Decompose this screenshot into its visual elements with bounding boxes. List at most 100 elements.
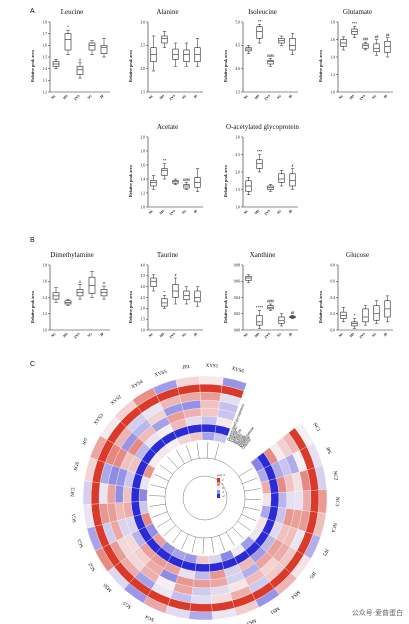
dendrogram-branch [225, 531, 235, 546]
group-label: MS [254, 332, 261, 339]
dendrogram-branch [163, 524, 176, 537]
y-tick-label: 1.2 [141, 191, 146, 195]
heatmap-cell [98, 482, 109, 504]
sample-label: XYS6 [231, 367, 245, 375]
box [172, 48, 179, 60]
y-tick-label: 1.5 [236, 188, 241, 192]
sample-label: SG1 [72, 513, 78, 523]
group-label: SG [276, 209, 282, 215]
box [267, 59, 274, 65]
significance-mark: # [103, 282, 105, 286]
box [245, 276, 252, 281]
group-label: SG [181, 332, 187, 338]
significance-mark: * [67, 26, 69, 30]
panel-label-b: B [30, 237, 35, 244]
sample-label: XYS5 [154, 369, 168, 378]
metabolite-label: Taurine [235, 433, 245, 445]
chart-title: Alanine [156, 8, 179, 16]
sample-label: JP6 [324, 447, 331, 456]
y-tick-label: 1.4 [43, 296, 48, 300]
boxplot-alanine: Alanine Relative peak area 1.5 2.0 2.5 3.0 NC M… [128, 8, 207, 116]
group-label: XYS [169, 209, 177, 217]
heatmap-cell [130, 487, 140, 503]
significance-mark: ## [386, 33, 390, 37]
boxplot-svg: 1.0 1.5 2.0 2.5 3.0 NC *** MS XYS SG # JP [236, 135, 298, 217]
boxplot-svg: 1.0 1.2 1.4 1.6 1.8 2.0 NC ** MS XYS #### SG JP [141, 135, 203, 217]
dendrogram-ring [182, 475, 228, 521]
y-tick-label: 3.0 [141, 20, 146, 24]
significance-mark: ## [291, 311, 295, 315]
significance-mark: ## [375, 35, 379, 39]
y-tick-label: 2.5 [141, 296, 146, 300]
boxplot-leucine: Leucine Relative peak area 1.2 1.3 1.4 1.5 1.6… [30, 8, 114, 116]
group-label: SG [371, 94, 377, 100]
boxplot-glutamate: Glutamate Relative peak area 1.0 1.2 1.4 1.6 1… [318, 8, 397, 116]
dendrogram-branch [191, 536, 196, 553]
panel-label-c: C [30, 361, 36, 368]
sample-label: SG5 [122, 599, 133, 609]
legend-tick: -1 [222, 490, 225, 494]
dendrogram-branch [152, 511, 168, 518]
dendrogram-branch [237, 521, 251, 531]
group-label: JP [99, 94, 105, 100]
group-label: SG [87, 332, 93, 338]
group-label: NC [50, 93, 57, 100]
metabolite-label: Xanthine [240, 435, 252, 449]
heatmap-cell [294, 490, 304, 511]
heatmap-cell [199, 391, 222, 402]
y-tick-label: 2.0 [236, 170, 241, 174]
chart-title: Glutamate [342, 8, 373, 16]
y-tick-label: 1.0 [236, 205, 241, 209]
group-label: NC [243, 93, 250, 100]
y-tick-label: 2.0 [141, 135, 146, 139]
boxplot-o-acetylated-glycoprotein: O-acetylated glycoprotein Relative peak a… [223, 123, 302, 231]
box [373, 43, 380, 53]
heatmap-cell [201, 431, 216, 441]
group-label: NC [338, 331, 345, 338]
sample-label: SG6 [74, 461, 81, 471]
group-label: SG [181, 209, 187, 215]
heatmap-cell [188, 610, 213, 621]
boxplot-svg: 1.2 1.3 1.4 1.5 1.6 1.7 1.8 NC * MS # XYS SG JP [43, 20, 110, 102]
chart-title: Dimethylamine [50, 251, 94, 259]
boxplot-svg: 3.5 4.0 4.5 5.0 NC ** MS #### XYS SG JP [236, 20, 298, 102]
y-tick-label: 0.04 [234, 296, 240, 300]
dendrogram-branch [232, 527, 244, 539]
heatmap-cell [201, 423, 217, 433]
group-label: MS [159, 332, 166, 339]
y-tick-label: 1.6 [141, 163, 146, 167]
y-tick-label: 1.2 [331, 73, 336, 77]
y-tick-label: 0.4 [331, 296, 336, 300]
y-tick-label: 0.00 [234, 328, 240, 332]
box [278, 173, 285, 183]
y-tick-label: 4.5 [236, 44, 241, 48]
y-tick-label: 1.0 [141, 328, 146, 332]
boxplot-xanthine: Xanthine Relative peak area 0.00 0.02 0.04 0.… [223, 251, 302, 354]
sample-label: JP5 [308, 570, 317, 579]
circular-heatmap: NC1JP6NC2NC3NC4JP3JP5MS4MS1MS3JP4MS2MS5S… [71, 364, 339, 624]
dendrogram-branch [157, 518, 171, 528]
heatmap-cell [270, 492, 280, 508]
box [362, 43, 369, 49]
sample-label: SG3 [77, 538, 85, 549]
heatmap-cell [190, 594, 212, 605]
heatmap-cell [138, 488, 148, 502]
significance-mark: # [175, 274, 177, 278]
box [289, 38, 296, 51]
y-tick-label: 1.6 [43, 44, 48, 48]
box [161, 168, 168, 176]
group-label: JP [193, 332, 199, 338]
y-tick-label: 1.5 [141, 317, 146, 321]
heatmap-cell [309, 489, 320, 513]
significance-mark: **** [256, 306, 263, 310]
dendrogram-branch [218, 535, 225, 551]
box [183, 49, 190, 62]
boxplot-svg: 1.0 1.2 1.4 1.6 1.8 NC MS # XYS SG # JP [43, 263, 110, 340]
boxplot-svg: 1.5 2.0 2.5 3.0 NC MS XYS SG JP [141, 20, 203, 102]
box [183, 184, 190, 189]
group-label: JP [288, 94, 294, 100]
dendrogram-branch [150, 484, 167, 489]
boxplot-acetate: Acetate Relative peak area 1.0 1.2 1.4 1.6 1.8… [128, 123, 207, 231]
heatmap-cell [194, 563, 210, 573]
y-tick-label: 3.0 [141, 285, 146, 289]
